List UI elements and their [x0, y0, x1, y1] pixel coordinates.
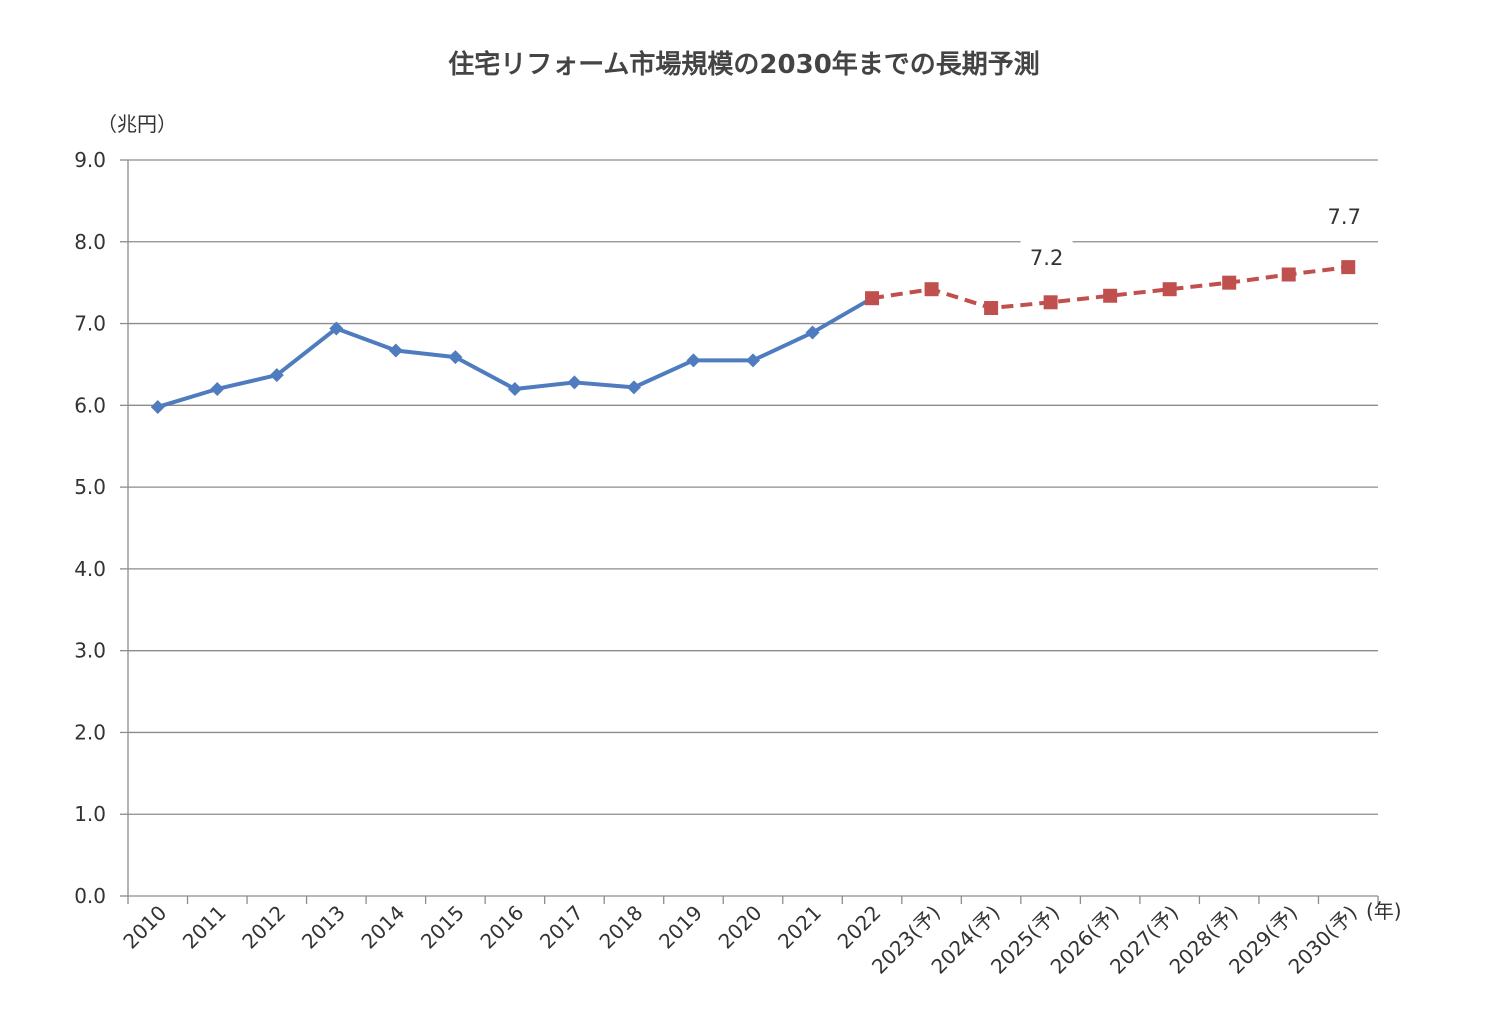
data-point — [865, 291, 880, 306]
data-label: 7.2 — [1030, 246, 1063, 270]
data-point — [448, 350, 463, 365]
y-unit-label: （兆円） — [97, 112, 177, 136]
data-point — [1341, 260, 1356, 275]
x-tick-label: 2016 — [475, 901, 528, 954]
y-tick-label: 9.0 — [74, 148, 106, 172]
data-point — [686, 353, 701, 368]
x-tick-label: 2015 — [416, 901, 469, 954]
data-point — [984, 301, 999, 316]
data-label-background — [1020, 241, 1073, 273]
y-tick-label: 4.0 — [74, 557, 106, 581]
x-tick-label: 2013 — [297, 901, 350, 954]
x-tick-label: 2019 — [654, 901, 707, 954]
y-tick-label: 2.0 — [74, 720, 106, 744]
data-point — [210, 381, 225, 396]
x-tick-label: 2020 — [714, 901, 767, 954]
chart-title: 住宅リフォーム市場規模の2030年までの長期予測 — [448, 50, 1040, 80]
y-tick-label: 3.0 — [74, 639, 106, 663]
data-point — [1222, 275, 1237, 290]
data-point — [746, 353, 760, 368]
data-point — [269, 368, 284, 383]
data-point — [1281, 267, 1296, 282]
data-point — [329, 321, 344, 336]
y-tick-label: 5.0 — [74, 475, 106, 499]
x-tick-label: 2017 — [535, 901, 588, 954]
data-point — [388, 343, 403, 358]
data-point — [1162, 282, 1177, 297]
y-tick-label: 1.0 — [74, 802, 106, 826]
x-unit-label: (年) — [1366, 899, 1402, 923]
x-tick-label: 2010 — [118, 901, 171, 954]
data-point — [626, 380, 641, 395]
y-tick-label: 7.0 — [74, 312, 106, 336]
x-tick-label: 2012 — [237, 901, 290, 954]
x-tick-label: 2011 — [178, 901, 231, 954]
data-point — [507, 381, 522, 396]
y-tick-label: 6.0 — [74, 393, 106, 417]
data-label-background — [1318, 200, 1371, 232]
x-tick-label: 2018 — [595, 901, 648, 954]
data-point — [924, 282, 939, 297]
data-label: 7.7 — [1328, 205, 1361, 229]
y-tick-label: 8.0 — [74, 230, 106, 254]
data-point — [805, 325, 820, 340]
series-line — [871, 265, 1349, 311]
data-point — [1043, 295, 1058, 310]
x-tick-label: 2021 — [773, 901, 826, 954]
y-tick-label: 0.0 — [74, 884, 106, 908]
x-tick-label: 2022 — [833, 901, 886, 954]
data-point — [1103, 288, 1118, 303]
data-point — [150, 399, 165, 414]
x-tick-label: 2014 — [356, 901, 409, 954]
data-point — [567, 375, 582, 390]
